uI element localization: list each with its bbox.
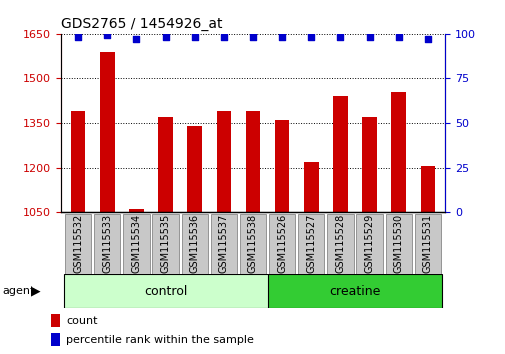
Bar <box>420 166 434 212</box>
FancyBboxPatch shape <box>269 214 294 274</box>
Point <box>336 34 344 40</box>
Bar <box>245 111 260 212</box>
Bar <box>362 117 376 212</box>
Point <box>190 34 198 40</box>
Text: ▶: ▶ <box>31 285 41 298</box>
Point <box>74 34 82 40</box>
Point <box>307 34 315 40</box>
Text: agent: agent <box>3 286 35 296</box>
FancyBboxPatch shape <box>414 214 440 274</box>
Point <box>103 33 111 38</box>
Bar <box>216 111 231 212</box>
Point <box>365 34 373 40</box>
FancyBboxPatch shape <box>239 214 266 274</box>
Point <box>394 34 402 40</box>
FancyBboxPatch shape <box>385 214 411 274</box>
Bar <box>129 209 143 212</box>
Point <box>248 34 257 40</box>
FancyBboxPatch shape <box>94 214 120 274</box>
Bar <box>64 274 267 308</box>
Bar <box>267 274 441 308</box>
FancyBboxPatch shape <box>181 214 208 274</box>
Bar <box>100 52 115 212</box>
Point <box>423 36 431 42</box>
Text: GSM115531: GSM115531 <box>422 214 432 273</box>
Point <box>161 34 169 40</box>
Bar <box>304 162 318 212</box>
FancyBboxPatch shape <box>65 214 91 274</box>
Point <box>219 34 227 40</box>
FancyBboxPatch shape <box>356 214 382 274</box>
Text: GDS2765 / 1454926_at: GDS2765 / 1454926_at <box>61 17 222 31</box>
Point <box>278 34 286 40</box>
Point <box>132 36 140 42</box>
Bar <box>50 314 60 327</box>
FancyBboxPatch shape <box>211 214 236 274</box>
Text: percentile rank within the sample: percentile rank within the sample <box>66 335 254 345</box>
Text: GSM115530: GSM115530 <box>393 214 403 273</box>
Bar <box>390 92 405 212</box>
FancyBboxPatch shape <box>123 214 149 274</box>
FancyBboxPatch shape <box>152 214 178 274</box>
Text: GSM115527: GSM115527 <box>306 214 316 273</box>
Text: GSM115529: GSM115529 <box>364 214 374 273</box>
Text: GSM115535: GSM115535 <box>160 214 170 273</box>
Text: GSM115538: GSM115538 <box>247 214 258 273</box>
Bar <box>187 126 201 212</box>
Text: GSM115534: GSM115534 <box>131 214 141 273</box>
Text: count: count <box>66 316 97 326</box>
FancyBboxPatch shape <box>327 214 353 274</box>
Text: GSM115537: GSM115537 <box>219 214 228 273</box>
Text: GSM115528: GSM115528 <box>335 214 345 273</box>
Text: GSM115533: GSM115533 <box>102 214 112 273</box>
Text: GSM115536: GSM115536 <box>189 214 199 273</box>
Bar <box>71 111 85 212</box>
Text: creatine: creatine <box>329 285 380 298</box>
Bar <box>158 117 173 212</box>
Bar <box>50 333 60 346</box>
Bar <box>274 120 289 212</box>
Text: GSM115532: GSM115532 <box>73 214 83 273</box>
FancyBboxPatch shape <box>297 214 324 274</box>
Bar <box>332 96 347 212</box>
Text: GSM115526: GSM115526 <box>277 214 286 273</box>
Text: control: control <box>143 285 187 298</box>
